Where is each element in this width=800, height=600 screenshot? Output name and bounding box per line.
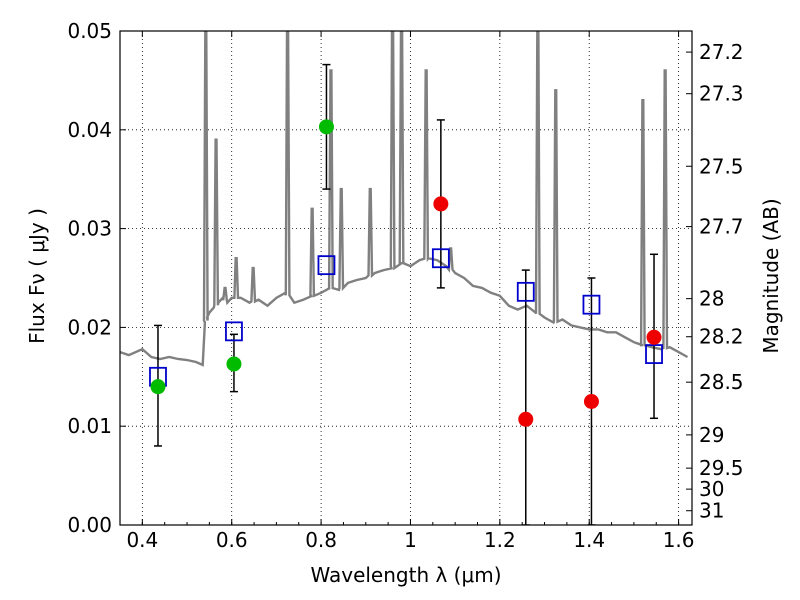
y2-tick-label: 27.2 <box>699 40 744 64</box>
model-square-point <box>516 281 535 302</box>
y2-tick-label: 27.3 <box>699 82 744 106</box>
y-tick-label: 0.00 <box>67 513 112 537</box>
plot-area <box>120 31 689 525</box>
x-tick-label: 0.6 <box>216 528 248 552</box>
model-square-point <box>431 248 450 269</box>
y2-tick-label: 28.2 <box>699 325 744 349</box>
model-square-point <box>317 255 336 276</box>
plot-frame <box>119 30 693 526</box>
photometry-point <box>583 394 599 409</box>
x-tick-label: 1.2 <box>484 528 516 552</box>
y2-tick-label: 30 <box>699 477 724 501</box>
y2-axis-title: Magnitude (AB) <box>759 198 783 353</box>
x-tick-label: 0.4 <box>126 528 158 552</box>
x-tick-label: 1 <box>404 528 417 552</box>
y2-tick-label: 28.5 <box>699 370 744 394</box>
y2-tick-label: 29 <box>699 423 724 447</box>
y-axis-title: Flux Fν ( μJy ) <box>25 208 49 344</box>
model-square-point <box>225 321 243 342</box>
y2-tick-label: 29.5 <box>699 456 744 480</box>
x-tick-label: 1.6 <box>663 528 695 552</box>
spectrum-line <box>120 31 689 367</box>
y2-tick-label: 31 <box>699 499 724 523</box>
axes <box>119 30 693 526</box>
x-axis-title: Wavelength λ (μm) <box>310 563 501 587</box>
photometry-point <box>150 379 166 395</box>
y-tick-label: 0.03 <box>67 217 112 241</box>
y-tick-label: 0.02 <box>67 315 112 339</box>
model-square-point <box>582 294 601 315</box>
photometry-point <box>226 356 242 372</box>
y-tick-label: 0.01 <box>67 414 112 438</box>
x-tick-label: 1.4 <box>573 528 605 552</box>
y2-tick-label: 27.7 <box>699 215 744 239</box>
photometry-point <box>318 119 334 135</box>
tick-labels: 0.4 0.6 0.8 1 1.2 1.4 1.6 0.00 0.01 0.02 0.03 0.04 0… <box>67 19 743 552</box>
x-tick-label: 0.8 <box>305 528 337 552</box>
y2-tick-label: 27.5 <box>699 154 744 178</box>
photometry-point <box>433 196 449 212</box>
model-square-point <box>645 344 663 364</box>
y-tick-label: 0.04 <box>67 118 112 142</box>
y-tick-label: 0.05 <box>67 19 112 43</box>
photometry-point <box>518 411 534 427</box>
y2-tick-label: 28 <box>699 287 724 311</box>
photometry-point <box>646 329 662 345</box>
